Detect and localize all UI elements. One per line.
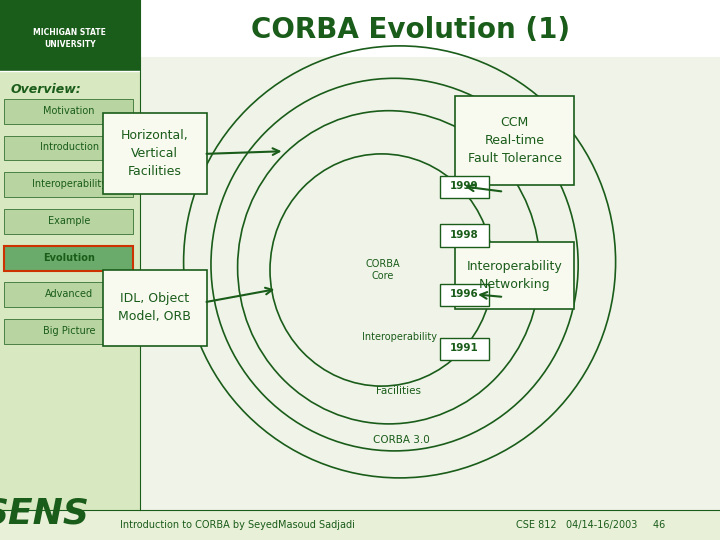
Text: Overview:: Overview: xyxy=(11,83,81,96)
FancyBboxPatch shape xyxy=(4,319,133,344)
Text: IDL, Object
Model, ORB: IDL, Object Model, ORB xyxy=(118,292,192,323)
Text: 1999: 1999 xyxy=(450,181,479,191)
FancyBboxPatch shape xyxy=(0,57,140,540)
FancyBboxPatch shape xyxy=(455,96,575,185)
Text: Interoperability: Interoperability xyxy=(32,179,107,189)
FancyBboxPatch shape xyxy=(0,0,720,57)
Text: Facilities: Facilities xyxy=(376,387,420,396)
Text: MICHIGAN STATE
UNIVERSITY: MICHIGAN STATE UNIVERSITY xyxy=(33,29,107,49)
Text: 1991: 1991 xyxy=(450,343,479,353)
FancyBboxPatch shape xyxy=(4,136,133,160)
FancyBboxPatch shape xyxy=(440,284,489,306)
FancyBboxPatch shape xyxy=(102,113,207,194)
FancyBboxPatch shape xyxy=(440,176,489,198)
Text: Example: Example xyxy=(48,216,90,226)
FancyBboxPatch shape xyxy=(0,510,720,540)
Text: Introduction to CORBA by SeyedMasoud Sadjadi: Introduction to CORBA by SeyedMasoud Sad… xyxy=(120,520,355,530)
Text: SENS: SENS xyxy=(0,496,89,530)
FancyBboxPatch shape xyxy=(4,209,133,234)
Text: 1996: 1996 xyxy=(450,289,479,299)
Text: Introduction: Introduction xyxy=(40,143,99,152)
Text: CSE 812   04/14-16/2003     46: CSE 812 04/14-16/2003 46 xyxy=(516,520,665,530)
FancyBboxPatch shape xyxy=(102,270,207,346)
Text: CORBA 3.0: CORBA 3.0 xyxy=(374,435,430,445)
Text: Big Picture: Big Picture xyxy=(43,326,95,336)
FancyBboxPatch shape xyxy=(4,99,133,124)
FancyBboxPatch shape xyxy=(455,241,575,309)
FancyBboxPatch shape xyxy=(440,338,489,360)
Text: Horizontal,
Vertical
Facilities: Horizontal, Vertical Facilities xyxy=(121,130,189,178)
Text: CCM
Real-time
Fault Tolerance: CCM Real-time Fault Tolerance xyxy=(468,116,562,165)
Text: Motivation: Motivation xyxy=(43,106,95,116)
FancyBboxPatch shape xyxy=(440,224,489,247)
FancyBboxPatch shape xyxy=(4,282,133,307)
FancyBboxPatch shape xyxy=(4,172,133,197)
Text: Evolution: Evolution xyxy=(43,253,95,262)
Text: Advanced: Advanced xyxy=(45,289,93,299)
FancyBboxPatch shape xyxy=(4,246,133,271)
Text: 1998: 1998 xyxy=(450,230,479,240)
Text: CORBA Evolution (1): CORBA Evolution (1) xyxy=(251,16,570,44)
FancyBboxPatch shape xyxy=(140,57,720,510)
Text: CORBA
Core: CORBA Core xyxy=(366,259,400,281)
FancyBboxPatch shape xyxy=(0,0,140,71)
Text: Interoperability: Interoperability xyxy=(362,333,437,342)
Text: Interoperability
Networking: Interoperability Networking xyxy=(467,260,562,291)
